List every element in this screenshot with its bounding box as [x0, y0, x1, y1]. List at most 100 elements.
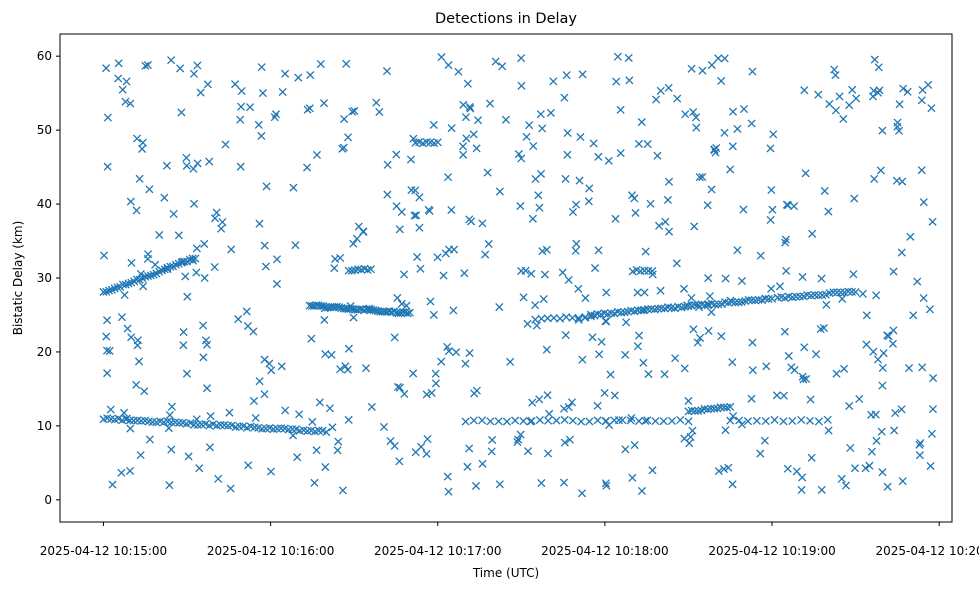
data-point: [837, 474, 846, 483]
data-point: [565, 435, 574, 444]
data-point: [184, 452, 193, 461]
data-point: [704, 274, 713, 283]
data-point: [862, 340, 871, 349]
data-point: [846, 443, 855, 452]
data-point: [798, 272, 807, 282]
data-point: [417, 442, 426, 451]
data-point: [690, 222, 699, 231]
data-point: [126, 197, 135, 206]
data-point: [892, 176, 901, 185]
data-point: [312, 150, 322, 160]
data-point: [174, 418, 184, 427]
data-point: [798, 473, 807, 482]
data-point: [563, 128, 572, 138]
data-point: [581, 313, 590, 322]
data-point: [469, 416, 478, 425]
data-point: [529, 141, 538, 151]
data-point: [667, 303, 676, 312]
data-point: [639, 358, 648, 367]
data-point: [167, 402, 177, 411]
data-point: [766, 144, 775, 153]
data-point: [141, 61, 150, 70]
data-point: [798, 372, 807, 381]
data-point: [118, 85, 127, 94]
data-point: [655, 221, 664, 230]
data-point: [621, 350, 630, 359]
data-point: [878, 381, 887, 390]
data-point: [278, 87, 287, 97]
data-point: [869, 347, 878, 356]
data-point: [254, 120, 263, 129]
data-point: [478, 416, 487, 425]
data-point: [179, 341, 188, 350]
data-point: [281, 69, 290, 78]
data-point: [698, 172, 707, 182]
data-point: [593, 416, 602, 425]
data-point: [347, 266, 356, 275]
data-point: [897, 248, 906, 257]
data-point: [637, 118, 646, 127]
data-point: [639, 305, 648, 315]
data-point: [602, 288, 611, 297]
data-point: [644, 369, 653, 379]
data-point: [877, 427, 886, 436]
data-point: [519, 293, 528, 302]
data-point: [909, 311, 918, 320]
data-point: [486, 417, 495, 426]
data-point: [577, 489, 587, 498]
data-point: [395, 383, 404, 392]
data-point: [536, 110, 545, 119]
data-point: [397, 299, 406, 308]
data-point: [747, 119, 756, 128]
data-point: [694, 303, 704, 312]
data-point: [429, 120, 438, 129]
data-point: [143, 254, 152, 263]
data-point: [660, 370, 669, 379]
data-point: [707, 61, 716, 70]
data-point: [693, 338, 702, 347]
data-point: [823, 415, 832, 424]
data-point: [343, 365, 352, 374]
data-point: [851, 288, 860, 297]
data-point: [726, 416, 735, 425]
data-point: [465, 102, 474, 112]
data-point: [870, 174, 879, 184]
data-point: [135, 174, 144, 183]
data-point: [845, 401, 854, 411]
data-point: [340, 114, 349, 124]
data-point: [717, 76, 726, 86]
data-point: [322, 428, 331, 437]
data-point: [444, 347, 453, 356]
data-point: [703, 301, 712, 310]
data-point: [429, 310, 438, 319]
data-point: [559, 478, 569, 487]
data-point: [177, 108, 186, 117]
data-point: [104, 286, 114, 295]
data-point: [805, 416, 815, 425]
data-point: [537, 314, 546, 323]
data-point: [406, 155, 416, 164]
data-point: [780, 327, 789, 336]
data-point: [214, 474, 223, 483]
data-point: [618, 416, 627, 425]
data-point: [366, 265, 375, 274]
data-point: [633, 288, 642, 297]
data-point: [664, 177, 674, 186]
data-point: [372, 98, 381, 107]
data-point: [779, 391, 788, 400]
data-point: [748, 366, 757, 375]
data-point: [664, 303, 673, 312]
data-point: [883, 482, 892, 491]
data-point: [461, 113, 470, 122]
data-point: [307, 334, 316, 343]
data-point: [519, 417, 528, 426]
data-point: [132, 134, 142, 143]
data-point: [888, 339, 897, 348]
data-point: [506, 357, 515, 366]
data-point: [706, 404, 716, 413]
data-point: [443, 342, 452, 351]
data-point: [634, 331, 644, 340]
data-point: [667, 416, 677, 426]
data-point: [760, 436, 769, 445]
data-point: [884, 332, 893, 341]
